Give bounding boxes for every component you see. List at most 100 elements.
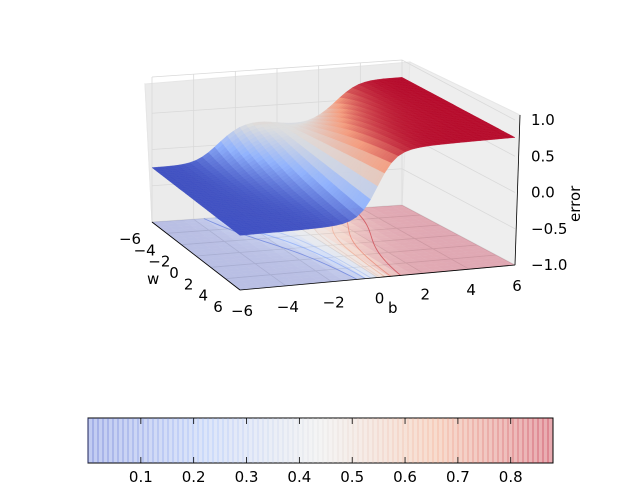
contour-cell — [205, 226, 220, 231]
contour-cell — [372, 264, 388, 269]
contour-cell — [201, 223, 216, 228]
contour-cell — [338, 228, 354, 233]
contour-cell — [221, 274, 237, 279]
contour-cell — [360, 242, 376, 246]
contour-cell — [312, 242, 328, 247]
contour-cell — [381, 205, 397, 209]
contour-cell — [455, 245, 471, 250]
contour-cell — [224, 240, 240, 245]
contour-cell — [173, 229, 188, 233]
contour-cell — [434, 241, 451, 246]
contour-cell — [339, 252, 356, 257]
contour-cell — [408, 220, 425, 225]
contour-cell — [166, 223, 181, 227]
contour-cell — [447, 235, 464, 239]
contour-cell — [229, 280, 245, 285]
contour-cell — [277, 270, 294, 274]
contour-cell — [396, 227, 412, 231]
contour-cell — [218, 262, 233, 267]
contour-cell — [370, 226, 386, 230]
contour-cell — [392, 239, 409, 243]
contour-cell — [399, 215, 415, 220]
contour-cell — [362, 235, 378, 240]
contour-cell — [278, 279, 294, 284]
contour-cell — [379, 231, 395, 236]
contour-cell — [421, 263, 438, 268]
contour-cell — [181, 243, 196, 248]
contour-cell — [251, 269, 267, 273]
contour-cell — [254, 253, 270, 258]
contour-cell — [373, 214, 390, 219]
contour-cell — [177, 241, 193, 245]
contour-cell — [195, 245, 211, 250]
contour-cell — [381, 240, 398, 244]
contour-cell — [252, 235, 268, 239]
contour-cell — [232, 264, 248, 269]
contour-cell — [232, 283, 248, 288]
contour-cell — [388, 236, 404, 241]
error-tick-labels: −1.0 −0.5 0.0 0.5 1.0 — [531, 111, 567, 274]
contour-cell — [209, 238, 225, 243]
contour-cell — [289, 269, 305, 273]
contour-cell — [373, 235, 389, 239]
contour-cell — [386, 242, 402, 247]
contour-cell — [308, 240, 324, 244]
contour-cell — [351, 236, 367, 241]
contour-cell — [439, 244, 456, 248]
contour-cell — [221, 256, 237, 260]
contour-cell — [318, 239, 334, 243]
w-tick-label: −6 — [119, 230, 141, 248]
contour-cell — [424, 222, 440, 226]
contour-cell — [197, 221, 212, 225]
contour-cell — [363, 215, 379, 219]
contour-cell — [206, 235, 221, 240]
contour-cell — [166, 232, 181, 237]
contour-cell — [207, 220, 223, 224]
contour-cell — [484, 255, 501, 259]
contour-cell — [262, 268, 278, 272]
contour-cell — [455, 260, 472, 265]
contour-cell — [335, 274, 351, 278]
contour-cell — [311, 267, 327, 271]
contour-cell — [390, 210, 406, 214]
contour-cell — [304, 270, 320, 275]
contour-cell — [239, 242, 254, 247]
contour-cell — [206, 245, 222, 249]
contour-cell — [405, 232, 422, 236]
contour-cell — [391, 269, 408, 273]
contour-cell — [358, 212, 374, 217]
contour-cell — [408, 241, 424, 245]
colorbar-stripes — [87, 418, 549, 463]
contour-cell — [323, 275, 340, 279]
contour-cell — [433, 227, 450, 231]
contour-cell — [468, 253, 485, 257]
contour-cell — [448, 264, 465, 268]
contour-cell — [475, 250, 492, 254]
w-tick-label: −2 — [148, 253, 170, 271]
contour-cell — [221, 246, 236, 251]
b-tick-label: 6 — [512, 277, 522, 295]
contour-cell — [438, 230, 454, 234]
contour-cell — [410, 215, 426, 219]
contour-cell — [241, 236, 257, 240]
contour-cell — [432, 233, 448, 237]
w-axis-line — [151, 221, 241, 291]
contour-cell — [214, 269, 230, 273]
contour-cell — [399, 235, 415, 240]
contour-cell — [217, 244, 233, 248]
contour-cell — [210, 257, 226, 261]
colorbar-tick-label: 0.2 — [182, 468, 206, 486]
contour-cell — [209, 229, 224, 234]
contour-cell — [295, 256, 311, 260]
contour-cell — [461, 242, 478, 246]
contour-cell — [437, 265, 454, 269]
contour-cell — [419, 254, 436, 259]
contour-cell — [404, 218, 420, 222]
contour-cell — [190, 224, 206, 229]
contour-cell — [338, 243, 354, 248]
contour-cell — [314, 236, 330, 241]
contour-cell — [377, 252, 393, 256]
contour-cell — [335, 249, 351, 254]
contour-cell — [403, 268, 419, 272]
